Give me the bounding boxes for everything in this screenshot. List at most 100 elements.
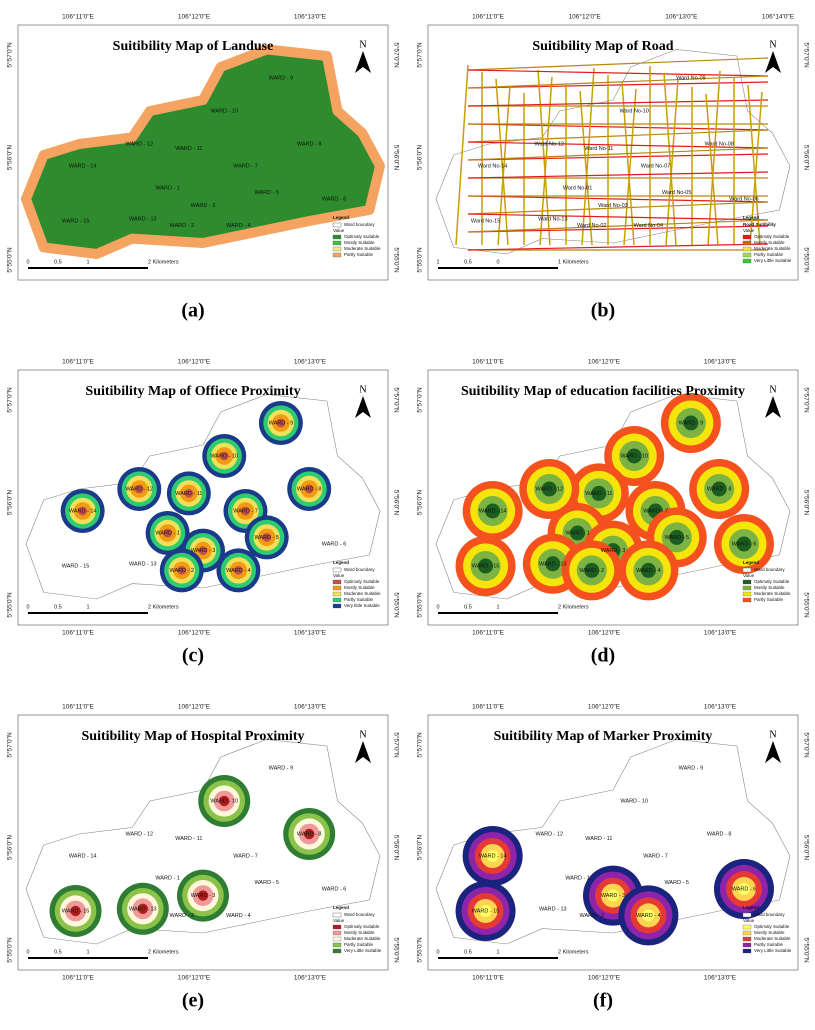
ward-label: WARD - 2 <box>579 913 604 919</box>
road <box>581 67 595 246</box>
proximity-ring <box>70 905 81 917</box>
legend-item: Optimaly Suitable <box>344 924 380 929</box>
proximity-ring <box>163 528 173 538</box>
ward-label: WARD - 11 <box>175 146 202 152</box>
ward-label: WARD - 15 <box>62 908 90 914</box>
legend-swatch <box>742 924 752 930</box>
latitude-label: 5°55'0"N <box>802 247 810 273</box>
panel-caption: (f) <box>593 990 613 1012</box>
scale-label: 1 <box>86 949 89 955</box>
road <box>455 64 469 246</box>
legend-swatch <box>332 579 342 585</box>
ward-label: WARD - 1 <box>155 530 180 536</box>
legend-boundary: Ward boundary <box>754 567 785 572</box>
north-label: N <box>769 39 776 50</box>
ward-label: WARD - 15 <box>472 563 500 569</box>
ward-label: WARD - 12 <box>125 141 153 147</box>
proximity-ring <box>545 556 561 572</box>
ward-label: WARD - 4 <box>226 913 251 919</box>
road <box>467 213 769 221</box>
ward-label: WARD - 6 <box>732 541 757 547</box>
longitude-label: 106°12'0"E <box>588 974 621 982</box>
legend-boundary: Ward boundary <box>344 567 375 572</box>
latitude-label: 5°55'0"N <box>6 247 14 273</box>
longitude-label: 106°12'0"E <box>178 13 211 21</box>
ward-label: WARD - 14 <box>479 853 507 859</box>
latitude-label: 5°56'0"N <box>416 490 424 516</box>
longitude-label: 106°12'0"E <box>588 629 621 637</box>
legend-item: Optimaly Suitable <box>344 579 380 584</box>
ward-label: WARD - 10 <box>210 108 238 114</box>
ward-label: Ward No-09 <box>676 75 705 81</box>
map-outline <box>25 739 381 945</box>
panel-caption: (b) <box>591 300 615 322</box>
latitude-label: 5°57'0"N <box>802 732 810 758</box>
road <box>663 72 677 246</box>
longitude-label: 106°11'0"E <box>62 974 94 982</box>
road <box>467 141 769 149</box>
ward-label: WARD - 13 <box>539 906 567 912</box>
latitude-label: 5°57'0"N <box>6 42 14 68</box>
ward-label: WARD - 9 <box>269 420 294 426</box>
ward-label: Ward No-10 <box>620 108 649 114</box>
proximity-ring <box>219 451 229 461</box>
scale-label: 2 Kilometers <box>558 604 589 610</box>
ward-label: WARD - 6 <box>322 541 347 547</box>
legend-value: Value <box>743 228 755 233</box>
legend-subtitle: Road Suitibility <box>743 222 776 227</box>
legend-swatch <box>332 234 342 240</box>
legend-swatch <box>332 222 342 228</box>
legend-item: Partly Suitable <box>754 252 784 257</box>
legend-item: Moderate Suitable <box>754 936 791 941</box>
map-title: Suitibility Map of Landuse <box>113 39 274 54</box>
ward-label: WARD - 10 <box>620 798 648 804</box>
legend-item: Mostly Suitable <box>754 240 785 245</box>
legend-item: Moderate Suitable <box>344 246 381 251</box>
road <box>467 123 769 131</box>
legend-swatch <box>332 924 342 930</box>
ward-label: WARD - 7 <box>643 508 668 514</box>
scale-label: 2 Kilometers <box>148 259 179 265</box>
ward-label: WARD - 6 <box>322 886 347 892</box>
land-area <box>21 44 385 259</box>
proximity-ring <box>607 889 619 902</box>
ward-label: WARD - 7 <box>233 163 258 169</box>
legend-swatch <box>742 930 752 936</box>
ward-label: WARD - 7 <box>233 853 258 859</box>
longitude-label: 106°12'0"E <box>178 629 211 637</box>
proximity-ring <box>479 905 492 917</box>
latitude-label: 5°56'0"N <box>392 145 400 171</box>
latitude-label: 5°56'0"N <box>802 145 810 171</box>
road <box>539 76 553 246</box>
ward-label: WARD - 13 <box>539 561 567 567</box>
scale-label: 0 <box>436 949 439 955</box>
latitude-label: 5°56'0"N <box>802 490 810 516</box>
ward-label: WARD - 12 <box>535 831 563 837</box>
longitude-label: 106°12'0"E <box>178 358 211 366</box>
ward-label: WARD - 8 <box>297 141 322 147</box>
proximity-ring <box>134 484 144 494</box>
panel-caption: (c) <box>182 645 204 667</box>
ward-label: WARD - 1 <box>565 530 590 536</box>
ward-label: WARD - 11 <box>585 836 612 842</box>
legend-swatch <box>332 585 342 591</box>
road <box>579 90 593 246</box>
proximity-ring <box>584 562 600 578</box>
ward-label: WARD - 4 <box>226 223 251 229</box>
legend-swatch <box>742 234 752 240</box>
proximity-ring <box>262 533 272 542</box>
legend-item: Moderate Suitable <box>754 246 791 251</box>
latitude-label: 5°56'0"N <box>416 835 424 861</box>
latitude-label: 5°55'0"N <box>416 592 424 618</box>
longitude-label: 106°13'0"E <box>704 974 737 982</box>
scale-label: 0.5 <box>464 949 472 955</box>
north-arrow <box>355 51 371 73</box>
legend-swatch <box>332 942 342 948</box>
legend-value: Value <box>743 573 755 578</box>
scale-label: 0 <box>26 259 29 265</box>
legend-item: Partly Suitable <box>754 942 784 947</box>
longitude-label: 106°13'0"E <box>704 358 737 366</box>
map-title: Suitibility Map of Hospital Proximity <box>82 729 305 744</box>
ward-label: WARD - 2 <box>169 568 194 574</box>
